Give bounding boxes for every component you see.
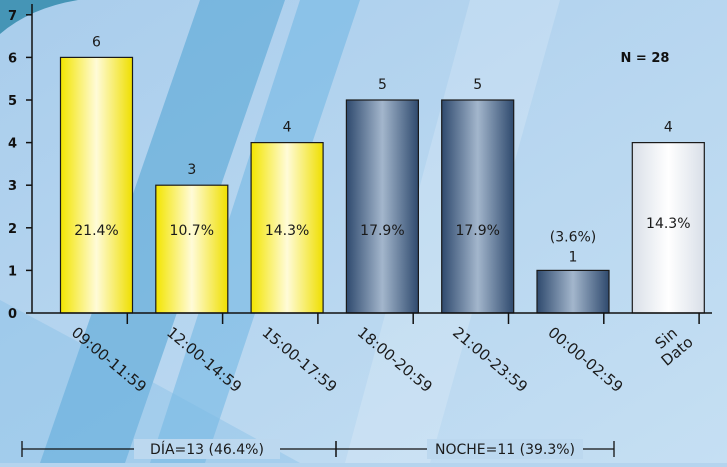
bar-value-label: 4: [283, 120, 292, 136]
bar: [631, 142, 705, 314]
y-tick-label: 5: [8, 94, 17, 109]
group-label: NOCHE=11 (39.3%): [435, 442, 575, 458]
bar: [536, 269, 610, 314]
y-tick-label: 6: [8, 51, 17, 66]
y-tick-label: 2: [8, 222, 17, 237]
bar-percent-label: 17.9%: [360, 223, 404, 239]
bar: [441, 99, 515, 314]
y-tick-label: 0: [8, 307, 17, 322]
bar: [59, 56, 134, 314]
y-tick-label: 4: [8, 137, 17, 152]
bar-percent-label: 21.4%: [74, 223, 118, 239]
y-tick-label: 7: [8, 9, 17, 24]
group-label-background: [134, 439, 280, 459]
sample-size-annotation: N = 28: [621, 51, 670, 66]
bar-percent-label: (3.6%): [550, 229, 597, 245]
bar: [155, 184, 229, 314]
bar-value-label: 6: [92, 34, 101, 50]
bar-percent-label: 14.3%: [646, 216, 690, 232]
y-tick-label: 1: [8, 264, 17, 279]
bar-value-label: 4: [664, 120, 673, 136]
bar-percent-label: 10.7%: [170, 223, 214, 239]
bar-percent-label: 14.3%: [265, 223, 309, 239]
group-label: DÍA=13 (46.4%): [150, 441, 264, 458]
bar-value-label: 1: [569, 249, 578, 265]
bar-percent-label: 17.9%: [455, 223, 499, 239]
bar-value-label: 5: [473, 77, 482, 93]
group-label-background: [427, 439, 583, 459]
y-tick-label: 3: [8, 179, 17, 194]
bar-value-label: 5: [378, 77, 387, 93]
bar-value-label: 3: [187, 162, 196, 178]
bar: [250, 142, 324, 314]
bar: [345, 99, 419, 314]
